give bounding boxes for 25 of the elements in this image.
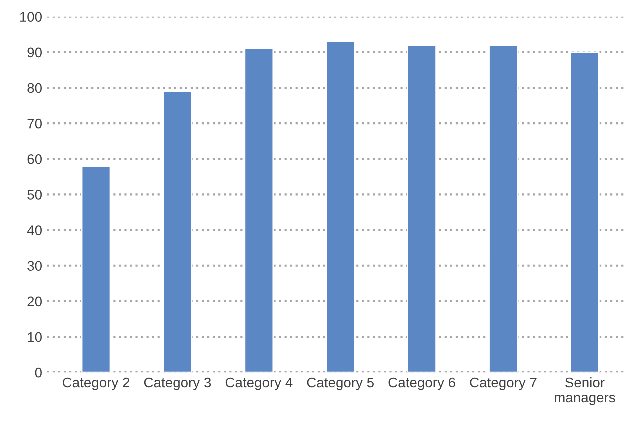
x-tick-label: Category 5 (307, 378, 374, 390)
bar (244, 48, 274, 373)
x-tick-label: Category 3 (144, 378, 212, 390)
x-tick-label: Senior managers (555, 377, 616, 406)
y-tick-label: 30 (28, 261, 42, 272)
y-tick-label: 0 (35, 368, 42, 378)
x-tick-label: Category 2 (63, 378, 130, 390)
x-tick-label: Category 6 (388, 378, 456, 390)
bar (162, 90, 193, 373)
bar (570, 52, 600, 373)
bar (326, 41, 356, 373)
y-tick-label: 20 (28, 296, 42, 307)
y-tick-label: 70 (28, 118, 42, 129)
y-tick-label: 50 (28, 190, 42, 200)
y-tick-label: 10 (28, 332, 42, 342)
bar (407, 44, 438, 373)
y-tick-label: 80 (28, 83, 42, 94)
x-tick-label: Category 4 (226, 378, 293, 390)
y-tick-label: 100 (20, 12, 42, 22)
x-tick-label: Category 7 (470, 378, 537, 390)
y-tick-label: 60 (28, 154, 42, 164)
y-tick-label: 90 (28, 48, 42, 58)
bar (488, 44, 518, 373)
bar (81, 166, 112, 373)
y-tick-label: 40 (27, 226, 42, 236)
